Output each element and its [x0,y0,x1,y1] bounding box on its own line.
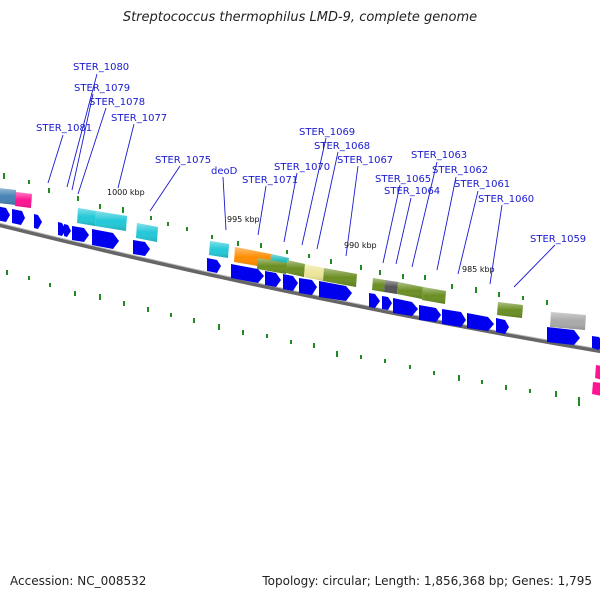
gene-arrow[interactable] [12,209,25,225]
gene-label[interactable]: STER_1064 [384,186,440,197]
gene-arrow[interactable] [467,313,494,331]
gene-arrow[interactable] [496,318,509,334]
kbp-label: 990 kbp [344,241,377,250]
kbp-label: 995 kbp [227,215,260,224]
gene-arrow[interactable] [393,298,418,316]
gene-arrow[interactable] [207,258,221,273]
gene-label[interactable]: deoD [211,166,238,177]
gene-arrow-track [0,206,600,350]
scale-ticks [3,173,580,406]
gene-label[interactable]: STER_1081 [36,123,92,134]
gene-arrow[interactable] [592,336,600,350]
gene-arrow[interactable] [382,296,392,310]
feature-box[interactable] [397,282,423,299]
gene-label[interactable]: STER_1067 [337,155,393,166]
accession-text: Accession: NC_008532 [10,574,147,588]
feature-track [0,188,600,396]
feature-box[interactable] [372,278,385,292]
gene-label[interactable]: STER_1060 [478,194,534,205]
gene-arrow[interactable] [299,278,317,295]
gene-label[interactable]: STER_1070 [274,162,330,173]
gene-arrow[interactable] [419,305,441,322]
page-title: Streptococcus thermophilus LMD-9, comple… [122,10,478,25]
feature-box[interactable] [384,280,398,294]
gene-arrow[interactable] [72,226,89,242]
genome-backbone [0,223,600,354]
feature-box[interactable] [422,287,446,304]
feature-box[interactable] [77,208,96,226]
feature-box[interactable] [136,223,158,242]
gene-label[interactable]: STER_1059 [530,234,586,245]
gene-label[interactable]: STER_1063 [411,150,467,161]
feature-box[interactable] [304,264,324,281]
gene-arrow[interactable] [319,281,352,301]
feature-box[interactable] [15,192,32,208]
feature-box[interactable] [0,188,16,205]
genome-stats-text: Topology: circular; Length: 1,856,368 bp… [262,574,592,588]
gene-arrow[interactable] [64,224,71,237]
gene-arrow[interactable] [34,214,42,229]
feature-box[interactable] [286,260,305,277]
gene-arrow[interactable] [369,293,380,308]
gene-label[interactable]: STER_1065 [375,174,431,185]
gene-arrow[interactable] [133,240,150,256]
feature-box[interactable] [323,268,357,287]
gene-label[interactable]: STER_1061 [454,179,510,190]
gene-label[interactable]: STER_1071 [242,175,298,186]
feature-box[interactable] [257,258,287,274]
gene-label[interactable]: STER_1078 [89,97,145,108]
feature-box[interactable] [595,365,600,380]
gene-label[interactable]: STER_1068 [314,141,370,152]
gene-label[interactable]: STER_1075 [155,155,211,166]
gene-arrow[interactable] [547,327,580,345]
gene-arrow[interactable] [283,274,298,291]
feature-box[interactable] [95,211,127,231]
gene-label[interactable]: STER_1079 [74,83,130,94]
kbp-label: 985 kbp [462,265,495,274]
gene-label[interactable]: STER_1069 [299,127,355,138]
gene-arrow[interactable] [265,271,281,287]
gene-arrow[interactable] [92,229,119,249]
leader-lines [47,73,556,288]
gene-arrow[interactable] [442,309,466,327]
gene-label[interactable]: STER_1080 [73,62,129,73]
feature-box[interactable] [209,241,229,258]
feature-box[interactable] [592,382,600,396]
gene-arrow[interactable] [231,264,264,283]
gene-label[interactable]: STER_1077 [111,113,167,124]
kbp-label: 1000 kbp [107,188,145,197]
feature-box[interactable] [497,302,523,318]
gene-label[interactable]: STER_1062 [432,165,488,176]
feature-box[interactable] [550,312,586,330]
gene-arrow[interactable] [0,206,10,222]
